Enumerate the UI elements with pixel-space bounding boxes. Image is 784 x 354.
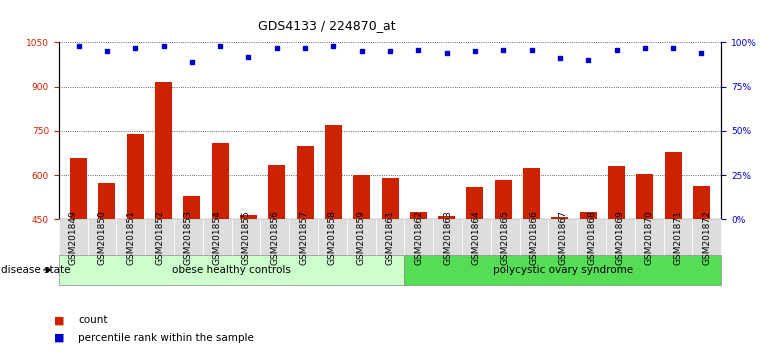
Text: GSM201853: GSM201853 <box>184 210 193 265</box>
Bar <box>523 168 540 352</box>
Bar <box>155 82 172 352</box>
Text: GSM201866: GSM201866 <box>529 210 539 265</box>
Text: GSM201862: GSM201862 <box>414 210 423 264</box>
Bar <box>466 187 484 352</box>
Bar <box>551 217 568 352</box>
Bar <box>240 215 257 352</box>
Text: count: count <box>78 315 108 325</box>
Text: GSM201872: GSM201872 <box>702 210 711 264</box>
Bar <box>354 175 370 352</box>
Bar <box>665 152 681 352</box>
Bar <box>127 134 143 352</box>
Bar <box>212 143 229 352</box>
Text: GSM201858: GSM201858 <box>328 210 337 265</box>
Text: GSM201867: GSM201867 <box>558 210 568 265</box>
Text: GSM201851: GSM201851 <box>126 210 136 265</box>
Text: GSM201871: GSM201871 <box>673 210 683 265</box>
Bar <box>70 158 87 352</box>
Text: percentile rank within the sample: percentile rank within the sample <box>78 333 254 343</box>
Bar <box>268 165 285 352</box>
Bar <box>579 212 597 352</box>
Text: GSM201850: GSM201850 <box>97 210 107 265</box>
Text: GDS4133 / 224870_at: GDS4133 / 224870_at <box>257 19 395 32</box>
Text: GSM201865: GSM201865 <box>501 210 510 265</box>
Bar <box>183 196 201 352</box>
Text: GSM201856: GSM201856 <box>270 210 279 265</box>
Text: GSM201869: GSM201869 <box>616 210 625 265</box>
Text: disease state: disease state <box>1 265 71 275</box>
Bar <box>296 146 314 352</box>
Bar <box>637 174 653 352</box>
Text: GSM201857: GSM201857 <box>299 210 308 265</box>
Text: GSM201849: GSM201849 <box>69 210 78 264</box>
Bar <box>438 216 456 352</box>
Bar <box>608 166 625 352</box>
Text: GSM201861: GSM201861 <box>386 210 394 265</box>
Text: GSM201859: GSM201859 <box>357 210 366 265</box>
Text: GSM201864: GSM201864 <box>472 210 481 264</box>
Text: polycystic ovary syndrome: polycystic ovary syndrome <box>493 265 633 275</box>
Text: ■: ■ <box>53 315 64 325</box>
Bar <box>325 125 342 352</box>
Text: GSM201854: GSM201854 <box>212 210 222 264</box>
Bar <box>99 183 115 352</box>
Text: obese healthy controls: obese healthy controls <box>172 265 291 275</box>
Text: GSM201870: GSM201870 <box>644 210 654 265</box>
Bar <box>382 178 398 352</box>
Text: ■: ■ <box>53 333 64 343</box>
Text: GSM201868: GSM201868 <box>587 210 596 265</box>
Bar <box>693 185 710 352</box>
Text: GSM201863: GSM201863 <box>443 210 452 265</box>
Text: GSM201852: GSM201852 <box>155 210 164 264</box>
Text: GSM201855: GSM201855 <box>241 210 251 265</box>
Bar <box>410 212 426 352</box>
Bar <box>495 179 512 352</box>
